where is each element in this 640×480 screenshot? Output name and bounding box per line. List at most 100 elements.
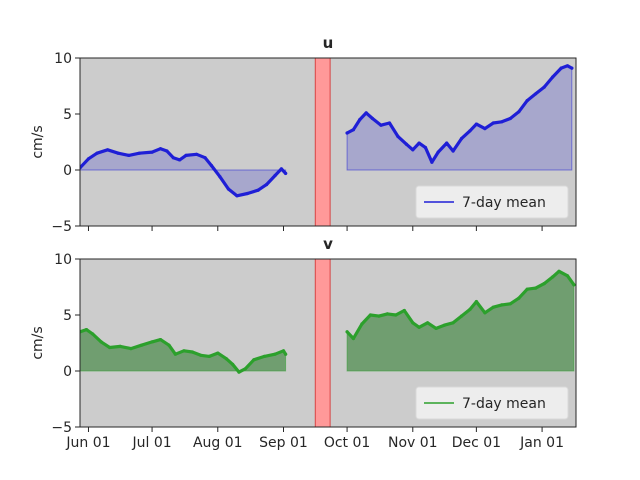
data-point <box>106 148 110 152</box>
data-point <box>565 64 570 68</box>
y-axis-label: cm/s <box>30 125 46 158</box>
data-point <box>483 127 487 131</box>
data-point <box>396 134 400 138</box>
data-point <box>252 358 256 362</box>
data-point <box>517 296 521 300</box>
data-point <box>459 137 464 141</box>
data-point <box>150 340 154 344</box>
data-point <box>451 149 455 153</box>
data-point <box>434 326 438 330</box>
data-point <box>525 99 529 103</box>
data-point <box>243 367 247 371</box>
y-tick-label: 10 <box>54 51 72 67</box>
data-point <box>468 129 472 133</box>
data-point <box>445 141 449 145</box>
data-point <box>542 282 546 286</box>
data-point <box>500 120 504 124</box>
data-point <box>279 167 283 171</box>
data-point <box>127 153 131 157</box>
data-point <box>443 323 447 327</box>
data-point <box>256 188 260 192</box>
data-point <box>137 151 141 155</box>
series-line <box>80 328 288 374</box>
data-point <box>436 150 440 154</box>
plot-frame <box>79 258 577 428</box>
data-point <box>171 156 175 160</box>
data-point <box>209 163 213 168</box>
data-point <box>207 354 211 358</box>
data-point <box>551 275 555 279</box>
x-tick-label: Dec 01 <box>452 435 501 451</box>
legend-box <box>415 386 569 420</box>
data-point <box>99 340 103 344</box>
data-point <box>158 147 163 151</box>
x-tick-label: Aug 01 <box>193 435 243 451</box>
data-point <box>273 352 277 356</box>
y-tick-label: −5 <box>51 219 72 235</box>
data-point <box>572 283 576 287</box>
data-point <box>165 149 169 153</box>
data-point <box>474 122 478 126</box>
data-point <box>118 344 122 348</box>
data-point <box>483 311 487 315</box>
data-point <box>423 146 428 150</box>
data-point <box>491 305 495 309</box>
data-point <box>150 150 154 154</box>
data-point <box>235 194 239 198</box>
data-point <box>387 121 392 125</box>
data-point <box>411 321 415 325</box>
data-point <box>284 352 288 356</box>
data-point <box>351 128 355 132</box>
data-point <box>245 191 250 196</box>
data-point <box>417 141 421 145</box>
data-point <box>84 328 88 332</box>
x-tick-label: Oct 01 <box>324 435 370 451</box>
legend-box <box>415 185 569 219</box>
data-gap-span <box>314 259 331 427</box>
x-tick-label: Jun 01 <box>65 435 110 451</box>
data-point <box>394 313 398 317</box>
plot-area <box>80 259 576 427</box>
data-point <box>517 110 521 114</box>
y-tick-label: 5 <box>63 107 72 123</box>
data-point <box>525 287 529 291</box>
plot-area <box>80 58 574 226</box>
data-point <box>364 111 368 115</box>
data-point <box>95 151 99 155</box>
plot-frame <box>79 57 577 227</box>
data-point <box>379 123 383 127</box>
data-point <box>491 121 495 125</box>
data-point <box>385 312 389 316</box>
data-point <box>360 322 364 326</box>
data-point <box>459 314 464 318</box>
data-point <box>345 131 349 135</box>
data-point <box>508 116 512 121</box>
data-point <box>368 313 372 317</box>
data-point <box>426 321 430 325</box>
data-point <box>116 151 120 155</box>
x-tick-label: Jan 01 <box>519 435 564 451</box>
legend: 7-day mean <box>415 386 569 420</box>
legend-label: 7-day mean <box>462 195 546 211</box>
data-point <box>345 330 349 334</box>
x-tick-label: Sep 01 <box>259 435 308 451</box>
data-gap-span <box>314 58 331 226</box>
x-tick-label: Nov 01 <box>388 435 438 451</box>
data-point <box>284 171 288 175</box>
panel-u: 10 5 0 −5 cm/s u 7-day mean <box>30 34 577 235</box>
data-point <box>474 300 478 304</box>
data-point <box>231 362 235 366</box>
data-point <box>351 336 355 341</box>
y-tick-label: 0 <box>63 163 72 179</box>
data-point <box>224 357 228 361</box>
data-point <box>167 343 171 347</box>
legend-label: 7-day mean <box>462 396 546 412</box>
data-point <box>468 307 472 311</box>
data-point <box>199 353 203 357</box>
data-point <box>551 75 555 79</box>
data-point <box>430 160 434 164</box>
data-point <box>237 370 241 374</box>
data-point <box>195 152 199 156</box>
data-point <box>377 314 381 318</box>
